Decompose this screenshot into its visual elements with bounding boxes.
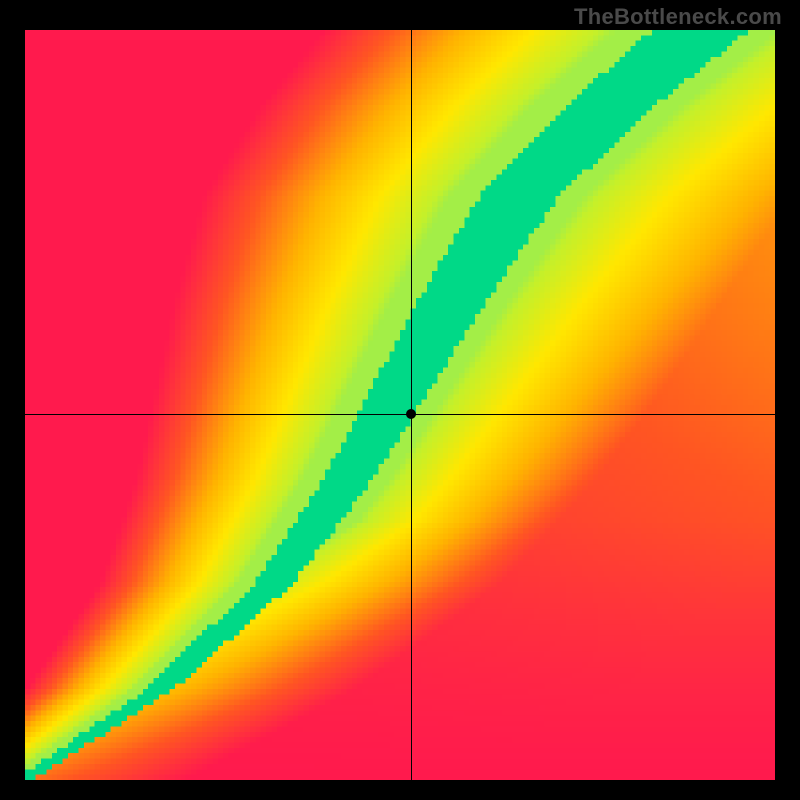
crosshair-vertical: [411, 30, 412, 780]
heatmap-canvas: [25, 30, 775, 780]
crosshair-horizontal: [25, 414, 775, 415]
watermark-text: TheBottleneck.com: [574, 4, 782, 30]
chart-container: TheBottleneck.com: [0, 0, 800, 800]
